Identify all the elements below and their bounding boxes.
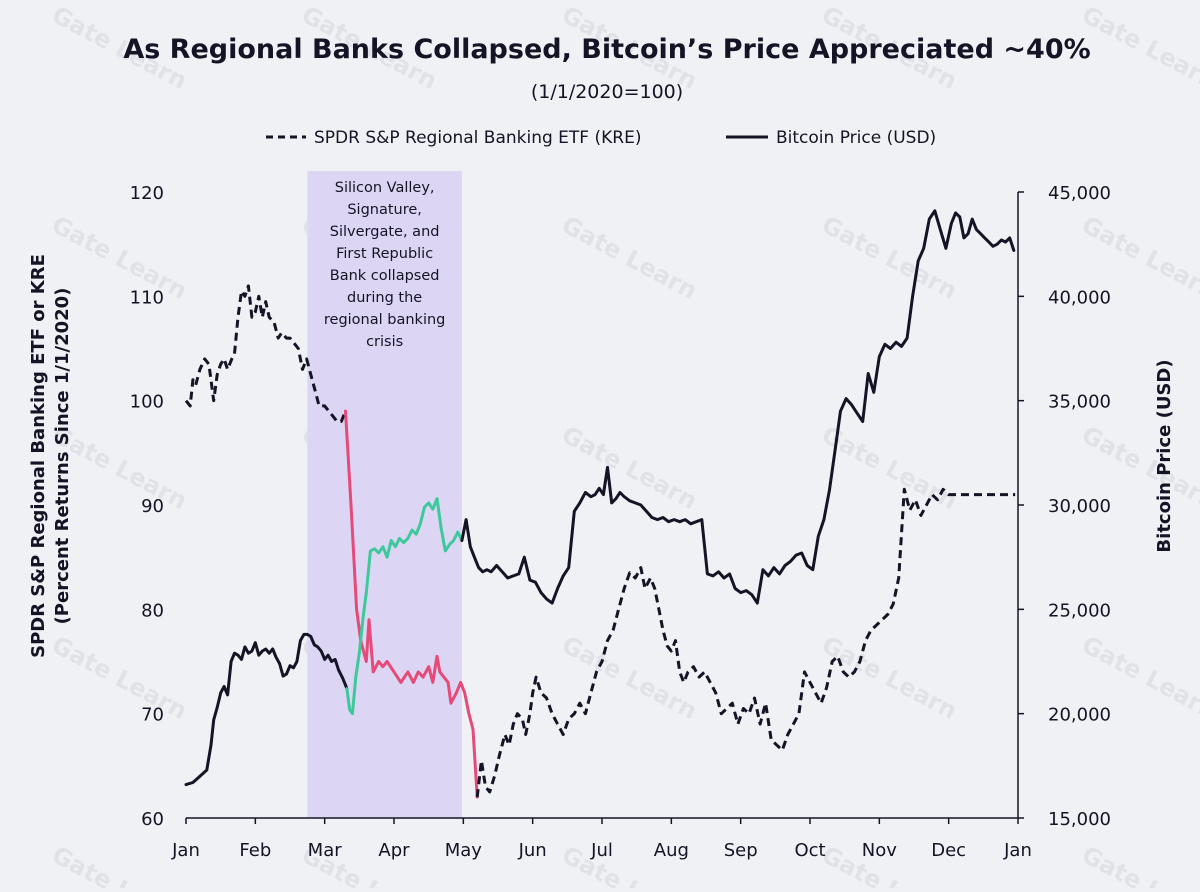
- x-tick-label: Jan: [171, 840, 200, 861]
- y-left-tick-label: 80: [141, 600, 164, 621]
- y-right-tick-label: 40,000: [1048, 287, 1111, 308]
- x-tick-label: Dec: [931, 840, 966, 861]
- legend: SPDR S&P Regional Banking ETF (KRE) Bitc…: [266, 128, 936, 148]
- bitcoin-price-line-5: [460, 209, 1016, 605]
- y-right-tick-label: 25,000: [1048, 600, 1111, 621]
- y-left-tick-label: 70: [141, 705, 164, 726]
- x-tick-label: Jun: [518, 840, 547, 861]
- x-tick-label: Sep: [724, 840, 758, 861]
- y-axis-right: 15,000 20,000 25,000 30,000 35,000 40,000 45,0…: [1018, 183, 1111, 830]
- chart-subtitle: (1/1/2020=100): [531, 81, 683, 103]
- y-left-tick-label: 120: [130, 183, 164, 204]
- crisis-highlight-region: [307, 171, 462, 818]
- bitcoin-price-line-3: [184, 632, 349, 787]
- y-right-tick-label: 30,000: [1048, 496, 1111, 517]
- y-right-tick-label: 15,000: [1048, 809, 1111, 830]
- annotation-line: Signature,: [347, 202, 422, 218]
- bitcoin-price-line-4: [345, 497, 464, 716]
- x-axis: Jan Feb Mar Apr May Jun Jul Aug Sep Oct Nov Dec Jan: [171, 818, 1032, 861]
- series-layer: [184, 209, 1016, 799]
- chart-title: As Regional Banks Collapsed, Bitcoin’s P…: [123, 34, 1090, 65]
- annotation-line: First Republic: [336, 246, 433, 262]
- annotation-line: Silvergate, and: [330, 224, 440, 240]
- x-tick-label: May: [445, 840, 483, 861]
- kre-line-2: [475, 487, 1016, 798]
- y-left-tick-label: 110: [130, 287, 164, 308]
- y-right-tick-label: 20,000: [1048, 705, 1111, 726]
- annotation-line: during the: [347, 290, 422, 306]
- x-tick-label: Feb: [239, 840, 271, 861]
- annotation-line: crisis: [366, 334, 403, 350]
- kre-line-1: [344, 409, 479, 799]
- annotation-line: Bank collapsed: [330, 268, 440, 284]
- x-tick-label: Apr: [378, 840, 410, 861]
- annotation-line: Silicon Valley,: [335, 180, 435, 196]
- x-tick-label: Oct: [794, 840, 825, 861]
- y-right-tick-label: 45,000: [1048, 183, 1111, 204]
- legend-label-bitcoin: Bitcoin Price (USD): [776, 128, 936, 148]
- y-axis-left: 60 70 80 90 100 110 120: [130, 183, 164, 830]
- y-axis-left-title-line1: SPDR S&P Regional Banking ETF or KRE: [28, 254, 49, 658]
- x-tick-label: Jul: [590, 840, 613, 861]
- y-axis-right-title: Bitcoin Price (USD): [1154, 359, 1175, 552]
- kre-line-0: [184, 284, 347, 423]
- x-tick-label: Aug: [654, 840, 689, 861]
- x-tick-label: Nov: [862, 840, 897, 861]
- y-left-tick-label: 100: [130, 392, 164, 413]
- x-tick-label: Mar: [308, 840, 343, 861]
- annotation-line: regional banking: [324, 312, 445, 328]
- y-right-tick-label: 35,000: [1048, 392, 1111, 413]
- y-left-tick-label: 90: [141, 496, 164, 517]
- legend-label-kre: SPDR S&P Regional Banking ETF (KRE): [314, 128, 641, 148]
- y-left-tick-label: 60: [141, 809, 164, 830]
- x-tick-label: Jan: [1003, 840, 1032, 861]
- crisis-annotation: Silicon Valley, Signature, Silvergate, and…: [324, 180, 445, 350]
- y-axis-left-title-line2: (Percent Returns Since 1/1/2020): [52, 288, 73, 625]
